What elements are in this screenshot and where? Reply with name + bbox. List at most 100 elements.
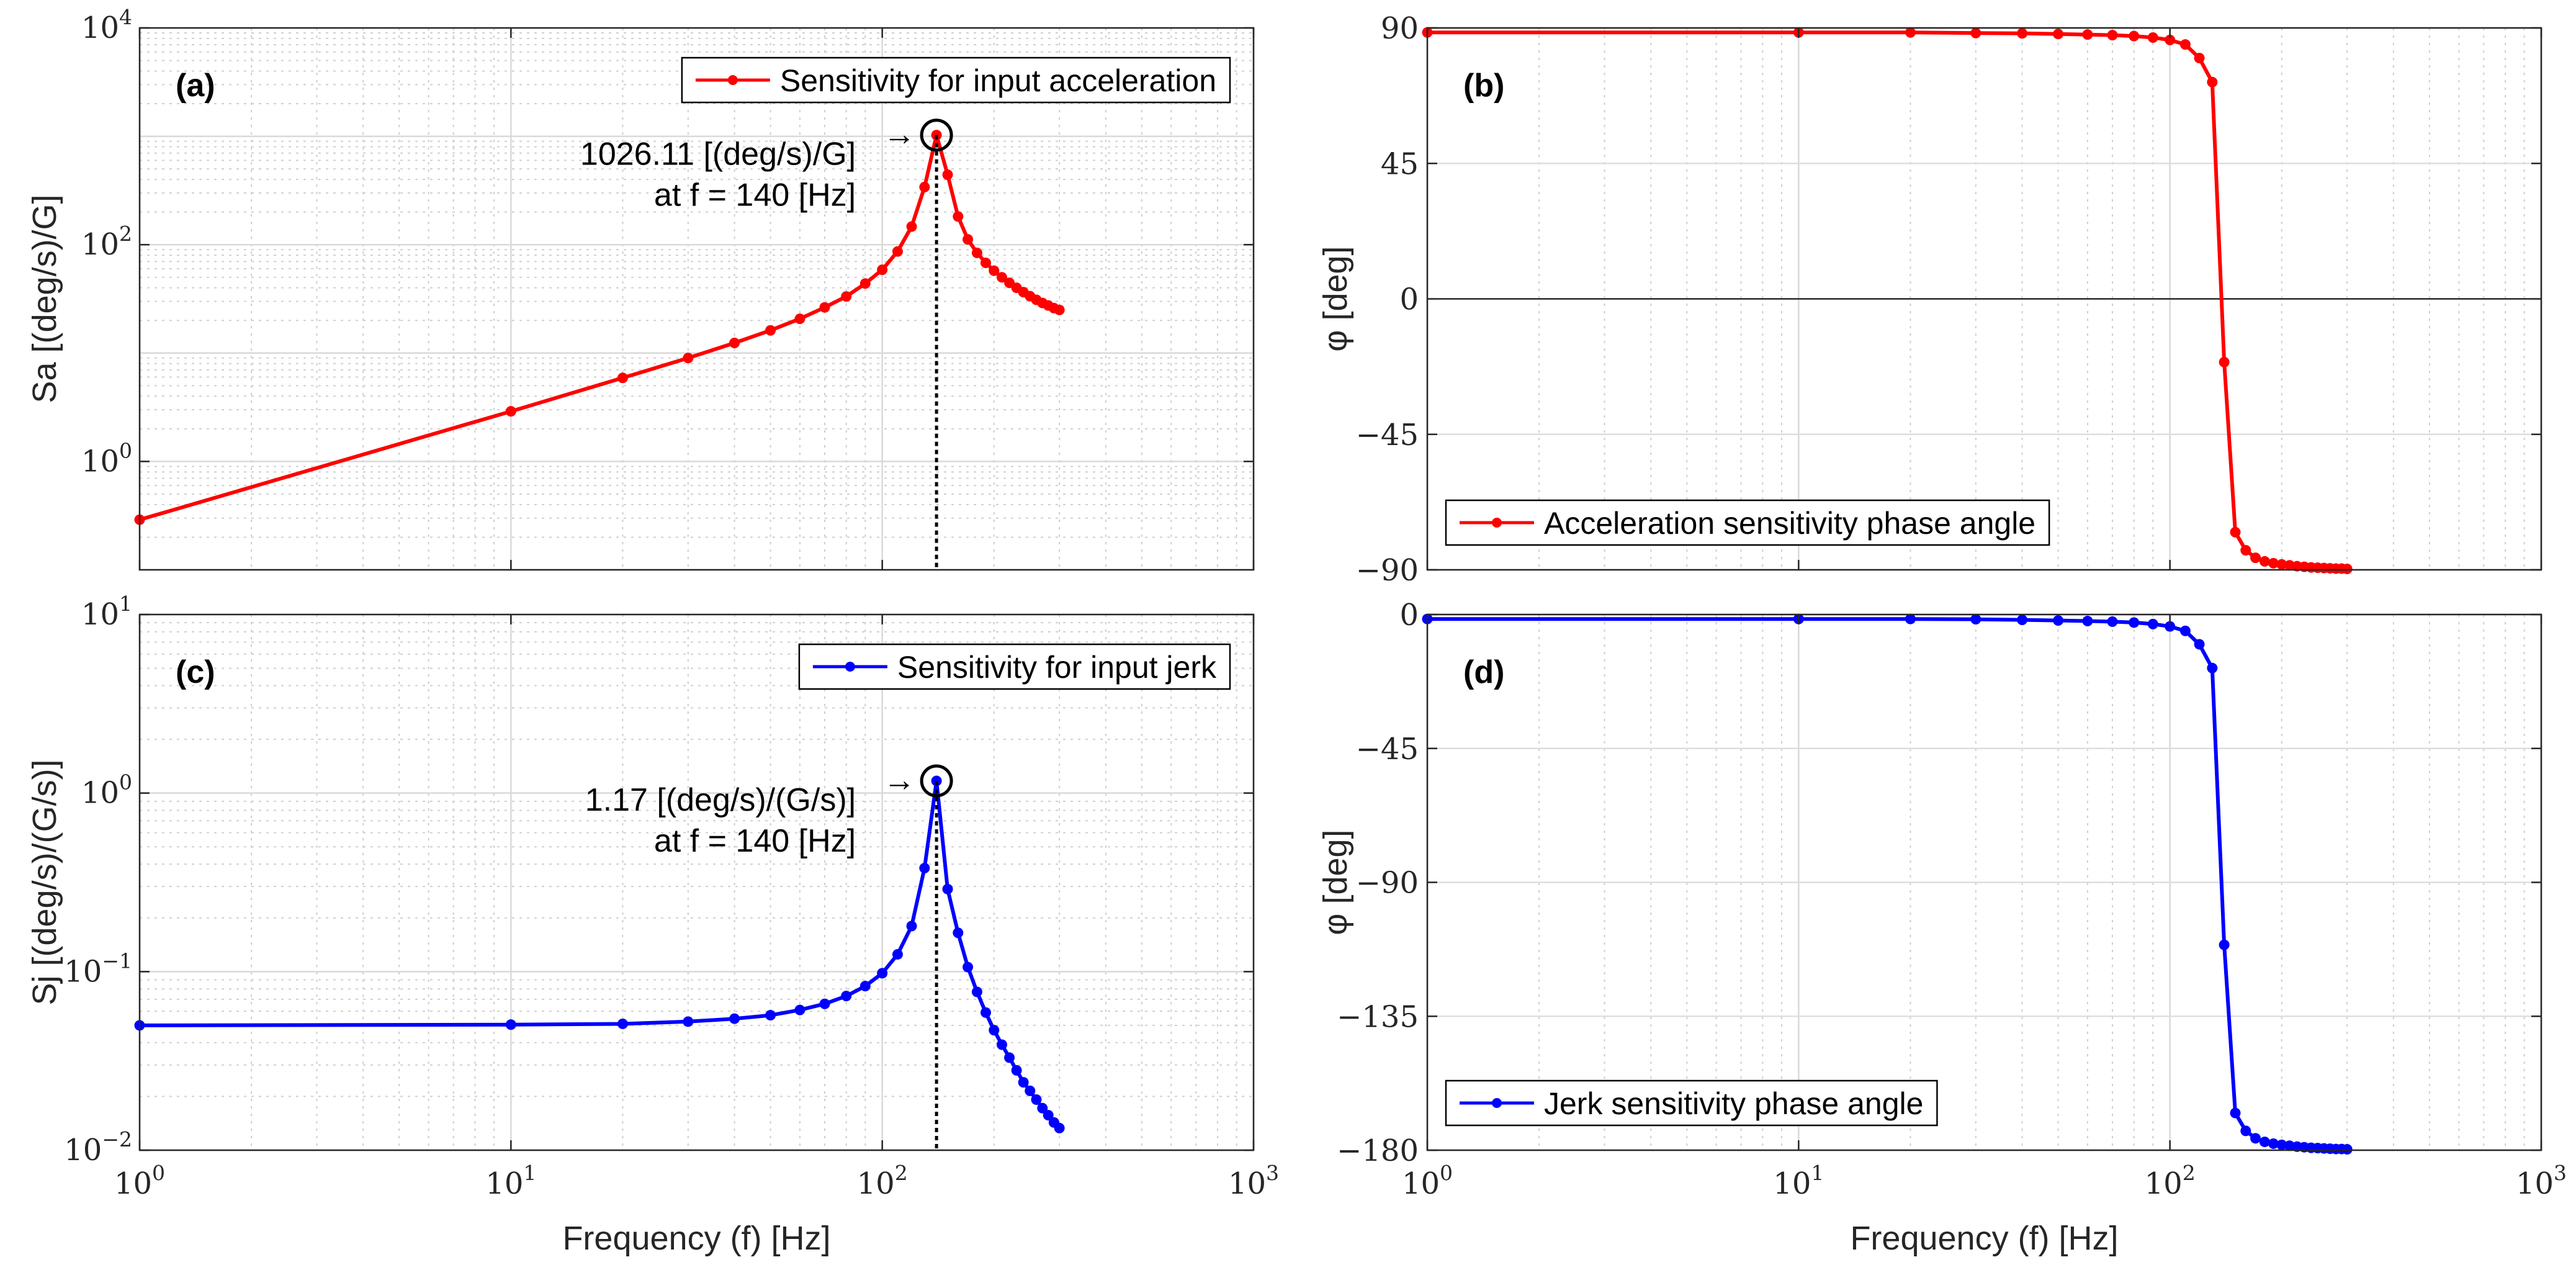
data-point [953,927,964,939]
data-point [2341,1144,2353,1155]
panel-d: 100 101 102 103−180−135−90−450 (d) φ [deg] … [1317,598,2567,1257]
data-point [2179,625,2191,636]
x-tick-label: 102 [857,1161,908,1201]
data-point [2276,1139,2287,1150]
legend-box [1445,499,2050,546]
data-point [877,264,888,276]
legend-label-d: Jerk sensitivity phase angle [1544,1086,1923,1121]
data-point [2165,34,2176,45]
legend-marker-swatch [727,75,738,85]
x-tick-label: 103 [1228,1161,1279,1201]
data-point [906,921,917,932]
data-point [942,883,953,894]
data-point [1054,1122,1065,1133]
data-point [2017,28,2028,39]
data-point [2107,30,2118,41]
legend-label-a: Sensitivity for input acceleration [780,63,1216,98]
series-line [139,779,1061,1130]
legend-b: Acceleration sensitivity phase angle [1445,499,2050,546]
data-point [1031,1094,1042,1106]
data-point [919,181,930,192]
data-point [859,278,871,289]
data-point [2240,544,2251,556]
data-point [2259,1137,2270,1148]
y-tick-label: 102 [81,222,132,262]
axes-frame-c [138,613,1255,1151]
data-point [980,1007,991,1018]
data-point [1043,1110,1054,1121]
y-tick-label: −45 [1356,418,1419,453]
x-tick-label: 101 [485,1161,536,1201]
data-point [2053,615,2064,626]
peak-annotation-value: 1.17 [(deg/s)/(G/s)] [585,782,856,818]
data-point [2219,356,2230,367]
data-point [859,981,871,992]
x-tick-label: 102 [2145,1161,2196,1201]
x-axis-label-c: Frequency (f) [Hz] [562,1220,830,1257]
data-point [1018,1077,1029,1088]
data-point [794,1004,806,1016]
data-point [1905,27,1916,38]
data-point [1970,614,1981,625]
data-point [963,234,974,245]
x-tick-label: 103 [2516,1161,2567,1201]
data-point [996,1039,1007,1050]
y-tick-label: −90 [1356,866,1419,901]
data-point [765,325,776,336]
data-point [505,406,516,417]
data-point [794,313,806,325]
y-tick-label: −180 [1337,1133,1419,1168]
data-point [2165,621,2176,632]
data-point [1970,27,1981,38]
data-point [841,991,852,1002]
panel-a: → 1026.11 [(deg/s)/G] at f = 140 [Hz] 100 1… [26,5,1255,571]
data-point [919,863,930,874]
data-point [2219,939,2230,950]
data-point [892,948,903,960]
data-point [819,998,830,1009]
legend-marker-swatch [1492,518,1502,528]
data-point [2053,29,2064,40]
data-point [989,1025,1000,1036]
y-tick-label: 100 [81,438,132,479]
data-point [2147,32,2158,43]
data-point [2082,29,2093,40]
x-axis-label-d: Frequency (f) [Hz] [1850,1220,2118,1257]
data-point [505,1019,516,1030]
data-point [877,968,888,979]
data-point [2129,30,2140,42]
series-line [1427,617,2348,1151]
data-point [1037,1102,1048,1114]
peak-annotation-freq: at f = 140 [Hz] [654,823,856,859]
y-tick-label: 45 [1381,146,1419,181]
data-point [2082,616,2093,627]
data-point [1905,613,1916,624]
data-point [729,337,740,348]
legend-marker-swatch [1492,1098,1502,1108]
y-tick-label: 90 [1381,11,1419,46]
data-point [892,246,903,257]
data-point [2240,1125,2251,1137]
data-point [2179,39,2191,50]
data-point [2194,53,2205,63]
data-point [2259,556,2270,567]
data-point [2207,76,2218,88]
data-point [2230,526,2241,538]
y-axis-label-c: Sj [(deg/s)/(G/s)] [26,759,63,1005]
y-tick-label: 10−1 [64,948,132,989]
series-line [1427,30,2348,571]
y-tick-label: 0 [1399,598,1419,633]
data-point [963,962,974,973]
peak-arrow: → [883,762,915,798]
panel-c: → 1.17 [(deg/s)/(G/s)] at f = 140 [Hz] 100… [26,592,1279,1257]
data-point [765,1010,776,1021]
legend-a: Sensitivity for input acceleration [681,56,1231,104]
data-point [971,247,982,258]
data-point [2194,639,2205,650]
data-point [1054,304,1065,315]
data-point [2230,1107,2241,1119]
legend-c: Sensitivity for input jerk [798,643,1231,690]
y-tick-label: 104 [81,5,132,45]
data-point [996,272,1007,283]
